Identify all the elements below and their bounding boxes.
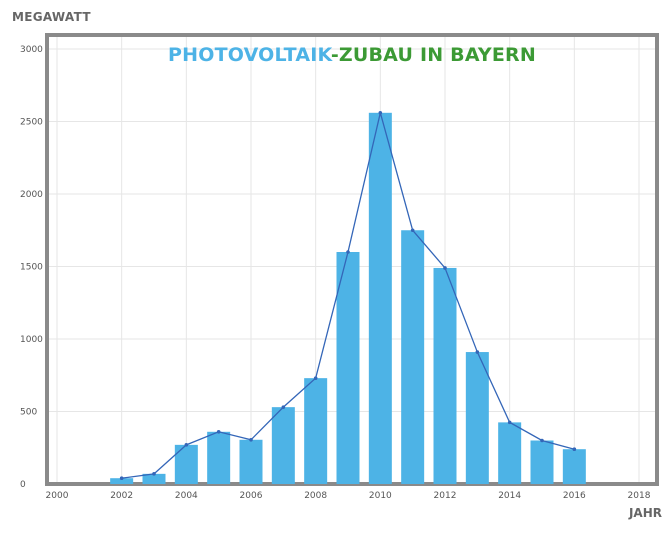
x-axis-ticks: 2000 2002 2004 2006 2008 2010 2012 2014 2016 2018 bbox=[46, 491, 651, 501]
x-tick-label: 2000 bbox=[46, 491, 69, 501]
bar-2004 bbox=[174, 444, 198, 484]
chart-title-part2: -ZUBAU IN BAYERN bbox=[330, 44, 536, 66]
bar-2003 bbox=[142, 473, 166, 484]
x-tick-label: 2014 bbox=[498, 491, 521, 501]
line-point-2008 bbox=[313, 376, 318, 380]
bar-2010 bbox=[368, 112, 392, 485]
line-point-2011 bbox=[410, 228, 415, 233]
y-tick-label: 500 bbox=[20, 408, 37, 418]
y-tick-label: 1000 bbox=[20, 335, 43, 345]
x-tick-label: 2016 bbox=[563, 491, 586, 501]
x-tick-label: 2010 bbox=[369, 491, 392, 501]
x-tick-label: 2012 bbox=[434, 491, 457, 501]
x-tick-label: 2008 bbox=[304, 491, 327, 501]
chart-title-part1: PHOTOVOLTAIK bbox=[168, 44, 331, 66]
bar-2008 bbox=[304, 378, 328, 484]
bar-2015 bbox=[530, 440, 554, 484]
bar-2012 bbox=[433, 267, 457, 484]
bar-2009 bbox=[336, 252, 360, 484]
x-tick-label: 2018 bbox=[628, 491, 651, 501]
x-axis-label: JAHR bbox=[628, 506, 662, 520]
line-point-2014 bbox=[507, 420, 512, 425]
bar-2006 bbox=[239, 439, 263, 484]
line-point-2009 bbox=[346, 250, 350, 254]
line-point-2016 bbox=[572, 447, 577, 452]
bar-2002 bbox=[110, 478, 134, 484]
line-point-2012 bbox=[443, 266, 447, 270]
y-tick-label: 2000 bbox=[20, 190, 43, 200]
y-axis-ticks: 0 500 1000 1500 2000 2500 3000 bbox=[20, 45, 43, 490]
x-tick-label: 2004 bbox=[175, 491, 198, 501]
line-point-2013 bbox=[475, 350, 480, 354]
line-point-2002 bbox=[119, 476, 124, 481]
line-point-2004 bbox=[184, 443, 189, 447]
y-axis-label: MEGAWATT bbox=[12, 10, 91, 24]
y-tick-label: 2500 bbox=[20, 118, 43, 128]
chart-title: PHOTOVOLTAIK-ZUBAU IN BAYERN bbox=[47, 44, 657, 66]
line-point-2015 bbox=[540, 438, 544, 443]
trend-line bbox=[119, 111, 577, 481]
bar-2016 bbox=[562, 449, 586, 484]
bar-2007 bbox=[271, 407, 295, 484]
line-point-2007 bbox=[281, 405, 286, 409]
bar-2014 bbox=[498, 422, 522, 484]
line-point-2010 bbox=[378, 111, 383, 115]
line-point-2006 bbox=[249, 437, 253, 442]
bar-2011 bbox=[401, 230, 425, 484]
bars bbox=[110, 112, 586, 485]
x-tick-label: 2002 bbox=[110, 491, 133, 501]
x-tick-label: 2006 bbox=[240, 491, 263, 501]
y-tick-label: 0 bbox=[20, 480, 26, 490]
y-tick-label: 1500 bbox=[20, 263, 43, 273]
line-point-2005 bbox=[216, 430, 221, 434]
y-tick-label: 3000 bbox=[20, 45, 43, 55]
bar-2013 bbox=[465, 352, 489, 484]
line-point-2003 bbox=[152, 472, 156, 476]
bar-2005 bbox=[207, 431, 231, 484]
